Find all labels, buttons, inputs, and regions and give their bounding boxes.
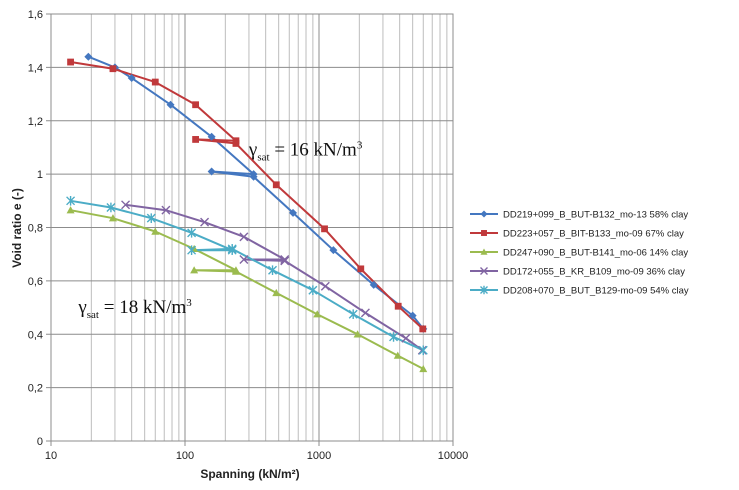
y-tick-label: 1 xyxy=(37,169,43,181)
data-point xyxy=(389,332,399,342)
y-tick-label: 0,2 xyxy=(28,383,43,395)
annotations: γsat = 16 kN/m3 γsat = 18 kN/m3 xyxy=(77,139,362,320)
data-point xyxy=(66,206,75,214)
x-tick-label: 10000 xyxy=(438,450,469,462)
series-line xyxy=(70,199,424,352)
data-point xyxy=(232,140,240,147)
series-line xyxy=(70,61,424,330)
legend-entry: DD172+055_B_KR_B109_mo-09 36% clay xyxy=(503,267,685,278)
data-point xyxy=(231,267,240,275)
data-point xyxy=(67,58,74,66)
data-point xyxy=(418,345,428,356)
data-point xyxy=(481,230,487,236)
data-point xyxy=(268,265,278,275)
marker-layer xyxy=(66,52,428,373)
data-point xyxy=(289,208,298,217)
x-axis-title: Spanning (kN/m²) xyxy=(200,467,299,481)
data-point xyxy=(166,100,175,109)
data-point xyxy=(313,310,322,318)
data-point xyxy=(480,248,488,255)
data-point xyxy=(108,214,117,222)
data-point xyxy=(393,351,402,359)
data-point xyxy=(353,330,362,338)
gamma-sat-annotation: γsat = 16 kN/m3 xyxy=(248,139,363,163)
legend-entry: DD219+099_B_BUT-B132_mo-13 58% clay xyxy=(503,210,688,221)
y-tick-label: 1,2 xyxy=(28,116,43,128)
data-point xyxy=(207,132,216,141)
data-point xyxy=(249,172,258,181)
data-point xyxy=(121,200,131,210)
data-point xyxy=(146,213,156,223)
data-point xyxy=(127,74,136,83)
data-point xyxy=(480,210,488,218)
data-point xyxy=(151,227,160,235)
x-tick-label: 1000 xyxy=(307,450,331,462)
data-point xyxy=(66,196,76,206)
legend: DD219+099_B_BUT-B132_mo-13 58% clay DD223… xyxy=(470,210,689,297)
series-layer xyxy=(70,55,425,370)
data-point xyxy=(401,333,411,343)
data-point xyxy=(192,101,200,109)
data-point xyxy=(192,136,200,143)
data-point xyxy=(190,266,199,274)
data-point xyxy=(272,288,281,297)
data-point xyxy=(369,280,378,289)
data-point xyxy=(357,265,365,273)
data-point xyxy=(419,364,428,373)
data-point xyxy=(239,232,249,242)
y-tick-label: 1,4 xyxy=(28,62,43,74)
data-point xyxy=(280,255,290,265)
data-point xyxy=(480,285,488,295)
data-point xyxy=(151,78,159,86)
y-tick-label: 0,6 xyxy=(28,276,43,288)
series-line xyxy=(70,209,424,370)
data-point xyxy=(272,181,280,189)
data-point xyxy=(280,256,290,266)
legend-entry: DD247+090_B_BUT-B141_mo-06 14% clay xyxy=(503,248,688,259)
data-point xyxy=(227,244,237,254)
data-point xyxy=(348,309,358,320)
data-point xyxy=(321,225,328,233)
data-point xyxy=(419,325,427,333)
y-tick-label: 0,8 xyxy=(28,223,43,235)
axes: 0 0,2 0,4 0,6 0,8 1 1,2 1,4 1,6 10 100 1000 10000 xyxy=(28,9,469,462)
data-point xyxy=(308,285,318,296)
data-point xyxy=(161,205,171,215)
data-point xyxy=(360,308,370,318)
grid xyxy=(50,13,454,442)
y-axis-title: Void ratio e (-) xyxy=(10,188,24,268)
data-point xyxy=(187,228,197,238)
data-point xyxy=(200,217,210,227)
legend-entry: DD223+057_B_BIT-B133_mo-09 67% clay xyxy=(503,229,684,240)
x-tick-label: 100 xyxy=(176,450,194,462)
data-point xyxy=(106,202,116,213)
data-point xyxy=(207,167,216,176)
gamma-sat-annotation: γsat = 18 kN/m3 xyxy=(77,297,192,321)
legend-entry: DD208+070_B_BUT_B129-mo-09 54% clay xyxy=(503,286,689,297)
data-point xyxy=(84,52,93,61)
data-point xyxy=(320,281,330,291)
y-tick-label: 0,4 xyxy=(28,329,43,341)
data-point xyxy=(408,311,417,320)
data-point xyxy=(187,245,197,255)
data-point xyxy=(109,65,117,73)
y-tick-label: 0 xyxy=(37,436,43,448)
data-point xyxy=(480,267,488,275)
y-tick-label: 1,6 xyxy=(28,9,43,21)
data-point xyxy=(329,246,338,255)
x-tick-label: 10 xyxy=(45,450,57,462)
data-point xyxy=(239,255,249,265)
data-point xyxy=(394,302,402,310)
